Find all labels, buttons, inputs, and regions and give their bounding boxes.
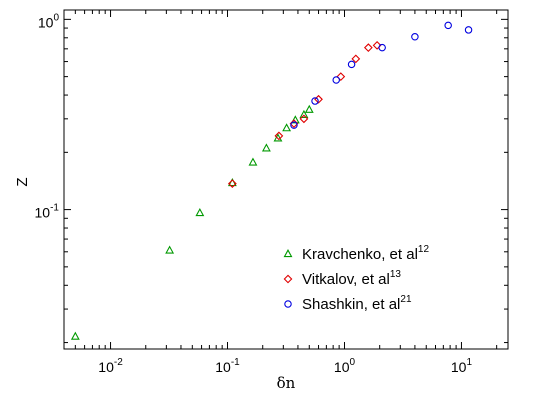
data-point xyxy=(299,109,309,118)
y-tick-label: 10-1 xyxy=(35,203,60,221)
legend-reference-superscript: 13 xyxy=(390,269,402,280)
data-point xyxy=(290,121,298,129)
x-tick-label: 100 xyxy=(334,357,356,375)
data-point xyxy=(195,208,205,217)
data-point xyxy=(378,43,386,52)
legend-series-name: Kravchenko, et al xyxy=(302,246,418,263)
data-point xyxy=(372,40,382,50)
data-point xyxy=(347,60,356,69)
data-point xyxy=(227,179,237,188)
legend-marker xyxy=(284,300,292,308)
x-tick-label-base: 10 xyxy=(334,359,350,375)
legend-label: Shashkin, et al21 xyxy=(302,294,412,313)
legend-series-name: Shashkin, et al xyxy=(302,296,400,313)
data-point xyxy=(273,133,283,142)
legend-series-name: Vitkalov, et al xyxy=(302,271,390,288)
x-tick-label-base: 10 xyxy=(451,359,467,375)
legend-label: Kravchenko, et al12 xyxy=(302,244,429,263)
data-point xyxy=(299,114,309,124)
x-tick-label-base: 10 xyxy=(98,359,114,375)
y-tick-label-exponent: -1 xyxy=(50,203,59,214)
data-point xyxy=(165,245,175,254)
data-point xyxy=(282,123,292,132)
x-tick-label-base: 10 xyxy=(215,359,231,375)
data-point xyxy=(70,331,80,340)
data-point xyxy=(290,115,300,124)
x-tick-label: 10-1 xyxy=(215,357,240,375)
data-point xyxy=(311,97,319,105)
x-tick-label: 101 xyxy=(451,357,473,375)
legend-reference-superscript: 21 xyxy=(400,294,412,305)
x-tick-label: 10-2 xyxy=(98,357,123,375)
legend-reference-superscript: 12 xyxy=(418,244,430,255)
y-tick-label-exponent: 0 xyxy=(53,12,59,23)
data-point xyxy=(332,76,340,84)
y-axis-label: Z xyxy=(14,177,31,186)
x-tick-label-exponent: -2 xyxy=(114,357,123,368)
legend: Kravchenko, et al12 Vitkalov, et al13 Shas… xyxy=(283,244,429,313)
data-point xyxy=(464,26,473,34)
data-point xyxy=(248,157,258,166)
x-tick-label-exponent: -1 xyxy=(231,357,240,368)
plot-frame xyxy=(63,9,509,350)
data-point xyxy=(336,72,346,82)
legend-marker xyxy=(283,274,293,284)
legend-label: Vitkalov, et al13 xyxy=(302,269,401,288)
data-points xyxy=(70,21,473,340)
y-tick-label: 100 xyxy=(38,12,60,30)
data-point xyxy=(444,21,452,30)
data-point xyxy=(363,43,373,53)
data-point xyxy=(304,104,314,113)
legend-marker xyxy=(283,249,293,258)
y-tick-label-base: 10 xyxy=(38,14,54,30)
data-point xyxy=(351,54,361,64)
data-point xyxy=(261,143,271,152)
data-point xyxy=(274,131,284,141)
x-axis-ticks: 10-2 10-1 100 101 xyxy=(63,10,498,375)
x-tick-label-exponent: 1 xyxy=(466,357,472,368)
data-point xyxy=(411,33,419,41)
x-tick-label-exponent: 0 xyxy=(349,357,355,368)
y-tick-label-base: 10 xyxy=(35,205,51,221)
x-axis-label: δn xyxy=(277,374,296,392)
